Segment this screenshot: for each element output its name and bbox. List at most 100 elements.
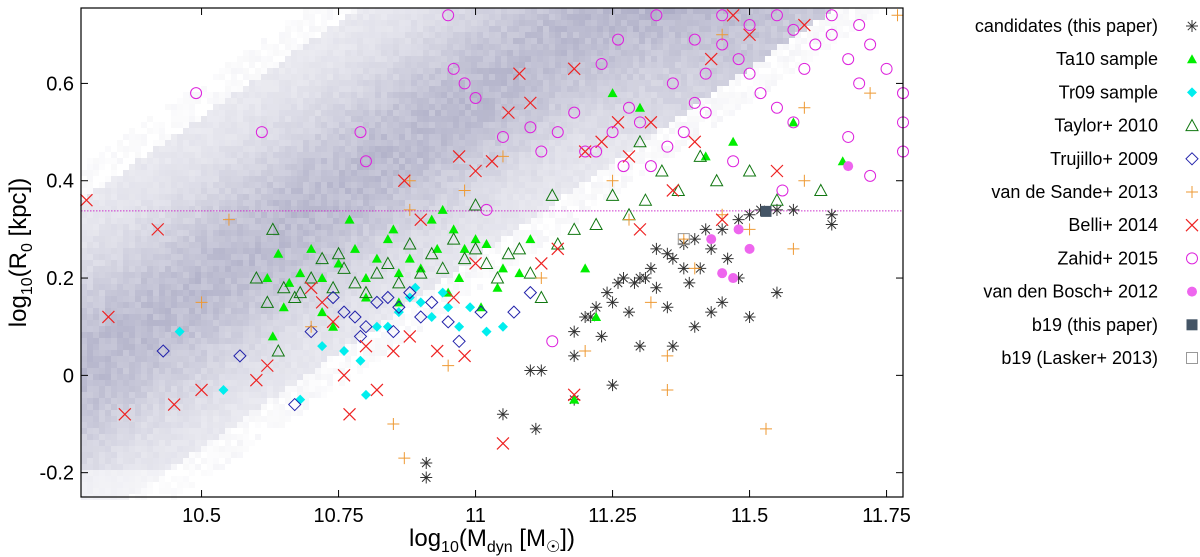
data-points: [80, 8, 909, 484]
point-s1-21: [514, 268, 525, 278]
point-s4-17: [507, 305, 521, 319]
point-s0-26: [716, 296, 729, 309]
point-s7-19: [677, 126, 690, 139]
point-s7-41: [688, 33, 701, 46]
point-s1-24: [454, 273, 465, 283]
point-s3-6: [304, 271, 319, 284]
point-s0-2: [661, 247, 674, 260]
point-s0-8: [743, 208, 756, 221]
point-s6-2: [118, 407, 132, 421]
point-s7-5: [447, 62, 460, 75]
legend-label-3: Taylor+ 2010: [1054, 116, 1158, 136]
point-s7-51: [743, 67, 756, 80]
point-s6-11: [337, 368, 351, 382]
point-s3-22: [468, 241, 483, 255]
point-s6-21: [469, 164, 482, 178]
point-s4-0: [156, 344, 170, 358]
point-s0-51: [420, 471, 433, 484]
point-s1-9: [371, 253, 382, 263]
point-s8-5: [843, 161, 854, 172]
point-s1-43: [432, 243, 443, 253]
legend-item-10: b19 (Lasker+ 2013): [1001, 348, 1198, 368]
point-s7-56: [853, 19, 866, 32]
point-s1-37: [700, 151, 711, 161]
point-s1-32: [388, 224, 399, 234]
legend-marker-2: [1187, 87, 1197, 98]
point-s3-31: [589, 217, 603, 231]
point-s6-28: [567, 62, 581, 76]
point-s3-40: [770, 193, 784, 206]
point-s4-3: [304, 324, 318, 339]
point-s3-11: [348, 275, 362, 289]
legend-marker-4: [1185, 152, 1199, 166]
point-s3-14: [381, 256, 395, 269]
point-s6-13: [359, 339, 373, 353]
point-s6-5: [195, 383, 208, 397]
point-s1-7: [350, 243, 360, 253]
point-s1-17: [459, 243, 470, 253]
point-s7-54: [770, 9, 783, 22]
point-s4-15: [452, 334, 466, 349]
point-s3-29: [550, 236, 565, 250]
point-s6-15: [386, 344, 400, 358]
point-s6-19: [447, 291, 461, 304]
point-s6-48: [633, 222, 647, 236]
point-s0-1: [644, 262, 657, 275]
legend-marker-6: [1185, 218, 1199, 232]
point-s5-4: [403, 203, 416, 216]
point-s3-12: [359, 285, 373, 299]
point-s0-7: [732, 213, 745, 226]
point-s5-22: [891, 9, 904, 22]
point-s7-27: [787, 116, 800, 129]
point-s0-40: [612, 276, 625, 289]
point-s2-10: [415, 297, 426, 308]
point-s0-34: [683, 276, 696, 289]
point-s4-14: [441, 315, 455, 329]
point-s6-23: [502, 106, 515, 120]
density-background: [81, 8, 873, 500]
point-s7-22: [716, 38, 729, 51]
point-s1-38: [728, 136, 739, 146]
point-s1-39: [788, 117, 799, 127]
point-s8-2: [728, 273, 739, 284]
point-s5-19: [661, 383, 674, 396]
point-s2-17: [371, 321, 382, 332]
point-s7-9: [496, 130, 509, 143]
point-s2-9: [404, 292, 415, 303]
plot-frame: [80, 7, 904, 498]
point-s0-22: [568, 325, 581, 338]
legend-item-5: van de Sande+ 2013: [991, 182, 1198, 202]
legend-label-4: Trujillo+ 2009: [1050, 149, 1158, 169]
legend-item-6: Belli+ 2014: [1068, 215, 1199, 235]
legend-marker-1: [1187, 54, 1197, 64]
point-s2-13: [454, 321, 465, 332]
point-s5-0: [195, 296, 208, 309]
point-s6-1: [101, 310, 115, 324]
point-s6-47: [715, 213, 729, 227]
point-s3-3: [276, 280, 291, 294]
point-s4-8: [370, 295, 384, 310]
point-s3-17: [413, 266, 428, 279]
point-s1-34: [580, 263, 591, 273]
point-s5-11: [644, 296, 657, 309]
point-s0-14: [677, 262, 690, 275]
point-s4-2: [288, 397, 302, 412]
point-s3-18: [424, 246, 439, 260]
legend-label-6: Belli+ 2014: [1068, 215, 1158, 235]
legend-label-0: candidates (this paper): [975, 16, 1158, 36]
point-s7-20: [688, 96, 701, 109]
point-s5-9: [579, 345, 592, 358]
point-s5-27: [403, 174, 416, 187]
series-4: [156, 285, 538, 412]
point-s0-24: [666, 340, 679, 353]
point-s1-27: [360, 292, 371, 302]
legend-marker-10: [1186, 352, 1198, 364]
point-s3-34: [638, 193, 653, 206]
point-s0-10: [770, 203, 783, 216]
point-s0-45: [535, 364, 548, 377]
legend-marker-3: [1185, 118, 1199, 132]
point-s7-18: [661, 140, 674, 153]
point-s7-23: [732, 53, 745, 66]
y-tick-label-4: 0.6: [46, 73, 74, 95]
